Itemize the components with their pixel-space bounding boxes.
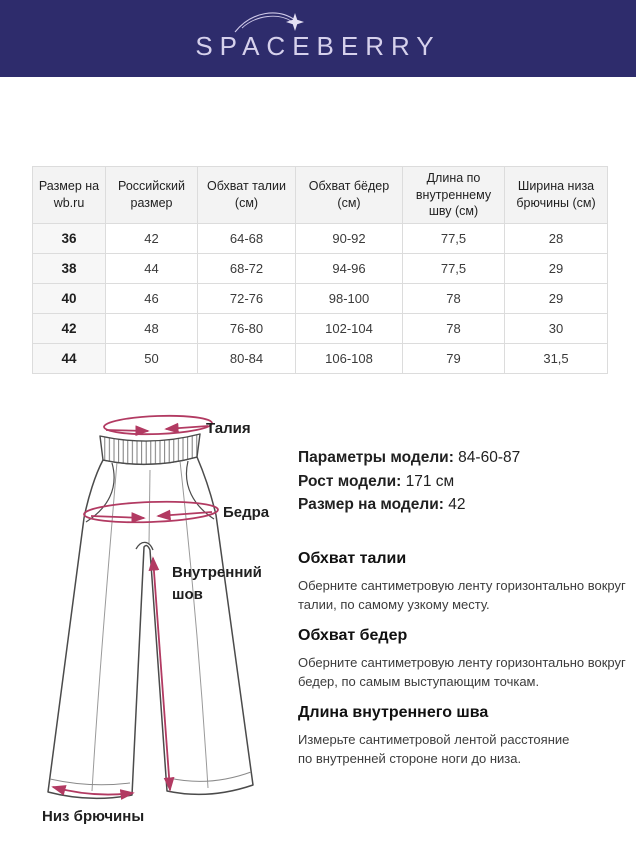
col-header-hips: Обхват бёдер (см) xyxy=(295,166,403,224)
guide-waist-title: Обхват талии xyxy=(298,549,407,567)
table-row: 38 44 68-72 94-96 77,5 29 xyxy=(32,253,608,284)
waist-label: Талия xyxy=(206,420,251,437)
cell-inseam: 79 xyxy=(402,343,505,374)
cell-wb-size: 44 xyxy=(32,343,106,374)
table-row: 42 48 76-80 102-104 78 30 xyxy=(32,313,608,344)
cell-hips: 94-96 xyxy=(295,253,403,284)
shooting-star-icon xyxy=(234,12,304,33)
guide-inseam-text: Измерьте сантиметровой лентой расстояние… xyxy=(298,730,628,768)
pants-outline xyxy=(47,433,254,800)
cell-inseam: 78 xyxy=(402,313,505,344)
model-size-label: Размер на модели: xyxy=(298,496,444,513)
guide-text-line: Оберните сантиметровую ленту горизонталь… xyxy=(298,654,626,670)
guide-text-line: бедер, по самым выступающим точкам. xyxy=(298,673,540,689)
guide-hips-text: Оберните сантиметровую ленту горизонталь… xyxy=(298,653,628,691)
guide-hips-title: Обхват бедер xyxy=(298,626,408,644)
cell-inseam: 78 xyxy=(402,283,505,314)
model-size-line: Размер на модели: 42 xyxy=(298,493,628,517)
col-header-hem-width: Ширина низа брючины (см) xyxy=(504,166,608,224)
table-row: 36 42 64-68 90-92 77,5 28 xyxy=(32,223,608,254)
cell-hips: 90-92 xyxy=(295,223,403,254)
brand-logo: SPACEBERRY xyxy=(195,31,441,61)
col-header-inseam: Длина по внутреннему шву (см) xyxy=(402,166,505,224)
cell-waist: 68-72 xyxy=(197,253,296,284)
cell-wb-size: 38 xyxy=(32,253,106,284)
model-size-value: 42 xyxy=(448,496,466,513)
guide-waist-text: Оберните сантиметровую ленту горизонталь… xyxy=(298,576,628,614)
cell-inseam: 77,5 xyxy=(402,223,505,254)
table-row: 40 46 72-76 98-100 78 29 xyxy=(32,283,608,314)
cell-ru-size: 48 xyxy=(105,313,198,344)
cell-hem-width: 31,5 xyxy=(504,343,608,374)
cell-ru-size: 50 xyxy=(105,343,198,374)
model-params-label: Параметры модели: xyxy=(298,449,454,466)
guide-waist: Обхват талии Оберните сантиметровую лент… xyxy=(298,549,628,614)
inseam-label-line1: Внутренний xyxy=(172,564,262,581)
model-height-line: Рост модели: 171 см xyxy=(298,470,628,494)
guide-inseam: Длина внутреннего шва Измерьте сантиметр… xyxy=(298,703,628,768)
cell-hem-width: 29 xyxy=(504,283,608,314)
cell-hem-width: 28 xyxy=(504,223,608,254)
guide-text-line: талии, по самому узкому месту. xyxy=(298,596,490,612)
col-header-waist: Обхват талии (см) xyxy=(197,166,296,224)
model-height-value: 171 см xyxy=(405,472,455,490)
cell-hips: 102-104 xyxy=(295,313,403,344)
guide-text-line: по внутренней стороне ноги до низа. xyxy=(298,750,522,766)
cell-waist: 80-84 xyxy=(197,343,296,374)
brand-header: SPACEBERRY xyxy=(0,0,636,77)
cell-ru-size: 46 xyxy=(105,283,198,314)
model-height-label: Рост модели: xyxy=(298,472,402,490)
cell-hips: 106-108 xyxy=(295,343,403,374)
cell-waist: 76-80 xyxy=(197,313,296,344)
guide-text-line: Оберните сантиметровую ленту горизонталь… xyxy=(298,577,626,593)
col-header-ru-size: Российский размер xyxy=(105,166,198,224)
measurement-info-column: Параметры модели: 84-60-87 Рост модели: … xyxy=(298,446,628,768)
model-params-line: Параметры модели: 84-60-87 xyxy=(298,446,628,470)
cell-hem-width: 29 xyxy=(504,253,608,284)
cell-wb-size: 40 xyxy=(32,283,106,314)
cell-waist: 64-68 xyxy=(197,223,296,254)
hips-label: Бедра xyxy=(223,504,270,521)
pants-measurement-diagram: Талия Бедра Внутренний шов Низ брючины xyxy=(42,414,270,825)
hem-label: Низ брючины xyxy=(42,808,144,825)
cell-wb-size: 36 xyxy=(32,223,106,254)
guide-inseam-title: Длина внутреннего шва xyxy=(298,703,489,721)
col-header-wb-size: Размер на wb.ru xyxy=(32,166,106,224)
guide-text-line: Измерьте сантиметровой лентой расстояние xyxy=(298,731,570,747)
table-row: 44 50 80-84 106-108 79 31,5 xyxy=(32,343,608,374)
inseam-label-line2: шов xyxy=(172,586,203,603)
size-table-header-row: Размер на wb.ru Российский размер Обхват… xyxy=(32,166,608,224)
cell-hem-width: 30 xyxy=(504,313,608,344)
cell-ru-size: 44 xyxy=(105,253,198,284)
model-params-value: 84-60-87 xyxy=(458,449,521,466)
cell-wb-size: 42 xyxy=(32,313,106,344)
cell-hips: 98-100 xyxy=(295,283,403,314)
cell-ru-size: 42 xyxy=(105,223,198,254)
cell-waist: 72-76 xyxy=(197,283,296,314)
cell-inseam: 77,5 xyxy=(402,253,505,284)
size-table: Размер на wb.ru Российский размер Обхват… xyxy=(32,166,608,374)
measurement-marks xyxy=(51,414,219,800)
guide-hips: Обхват бедер Оберните сантиметровую лент… xyxy=(298,626,628,691)
